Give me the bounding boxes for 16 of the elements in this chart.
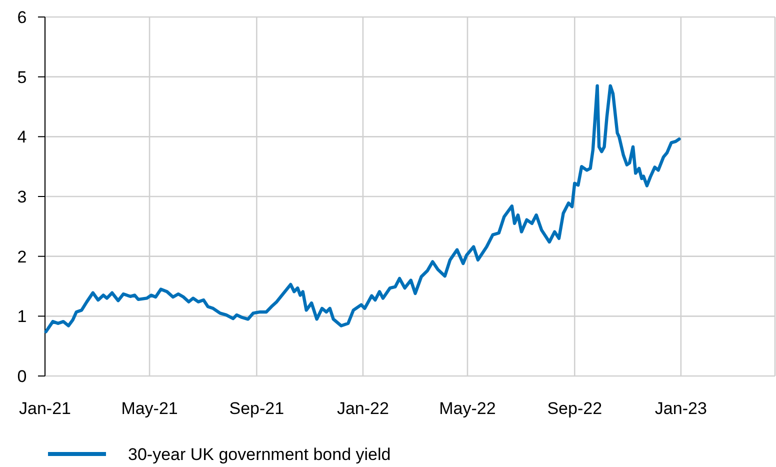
line-series	[44, 84, 681, 334]
y-tick-label: 5	[17, 68, 27, 87]
x-tick-label: Jan-23	[654, 399, 707, 418]
x-tick-label: May-21	[121, 399, 178, 418]
y-tick-label: 1	[17, 307, 27, 326]
y-tick-label: 6	[17, 8, 27, 27]
y-tick-label: 2	[17, 247, 27, 266]
y-tick-label: 0	[17, 366, 27, 386]
x-tick-label: Jan-21	[19, 399, 71, 418]
x-tick-label: Jan-22	[336, 399, 389, 418]
x-tick-label: Sep-21	[229, 399, 284, 418]
x-tick-label: Sep-22	[547, 399, 602, 418]
x-tick-label: May-22	[439, 399, 496, 418]
y-tick-label: 3	[17, 187, 27, 206]
legend-label: 30-year UK government bond yield	[128, 444, 391, 464]
y-tick-label: 4	[17, 128, 27, 147]
